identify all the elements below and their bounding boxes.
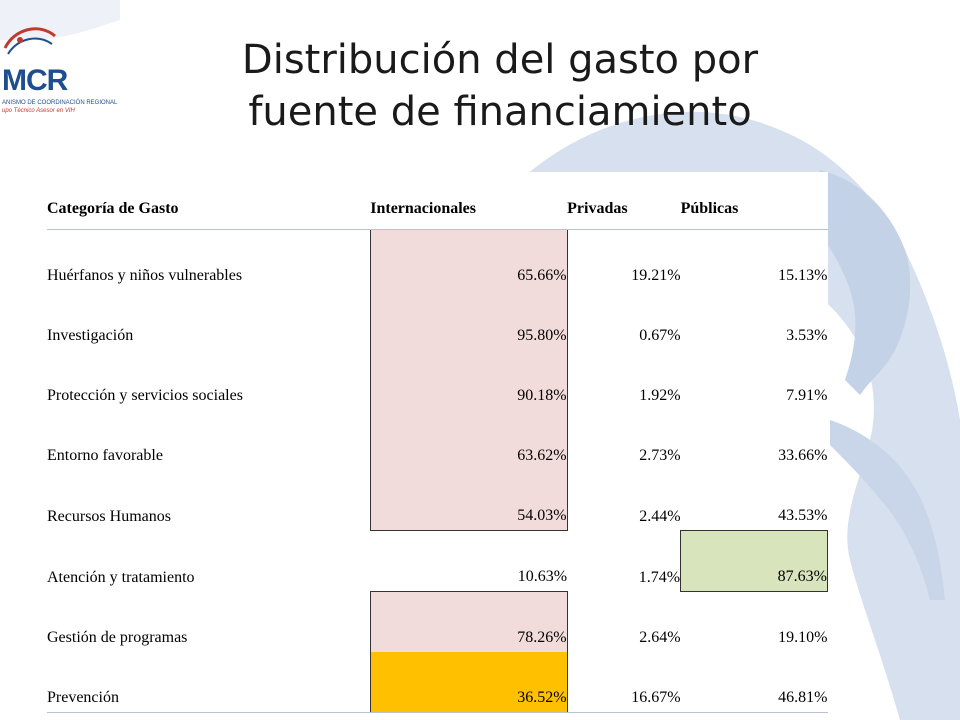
table-row: Recursos Humanos 54.03% 2.44% 43.53% [47,470,828,531]
expense-table: Categoría de Gasto Internacionales Priva… [47,200,828,713]
cell-privadas: 1.92% [639,387,681,404]
cell-privadas: 0.67% [639,327,681,344]
header-publicas: Públicas [680,200,828,230]
table-row: Protección y servicios sociales 90.18% 1… [47,350,828,410]
cell-privadas: 2.64% [639,629,681,646]
cell-category: Recursos Humanos [47,507,171,525]
cell-privadas: 19.21% [631,267,681,284]
cell-internacionales: 10.63% [517,568,568,585]
cell-internacionales: 65.66% [369,229,568,290]
logo-subtitle: ANISMO DE COORDINACIÓN REGIONAL [2,100,118,106]
cell-category: Protección y servicios sociales [47,387,243,404]
cell-privadas: 2.44% [639,507,681,525]
cell-internacionales: 36.52% [369,652,568,713]
cell-category: Huérfanos y niños vulnerables [47,267,243,284]
cell-publicas: 46.81% [680,652,828,713]
cell-category: Entorno favorable [47,447,163,464]
cell-publicas: 3.53% [786,327,828,344]
table-row: Huérfanos y niños vulnerables 65.66% 19.… [47,229,828,290]
cell-publicas: 19.10% [778,629,828,646]
slide-title: Distribución del gasto por fuente de fin… [160,34,840,138]
cell-publicas: 7.91% [786,387,828,404]
logo-tagline: upo Técnico Asesor en VIH [2,108,75,114]
cell-publicas: 15.13% [778,267,828,284]
table-row: Prevención 36.52% 16.67% 46.81% [47,652,828,713]
cell-category: Gestión de programas [47,629,188,646]
cell-category: Investigación [47,327,134,344]
cell-publicas: 87.63% [680,530,828,592]
cell-internacionales: 54.03% [369,470,568,531]
slide-title-line2: fuente de financiamiento [248,89,752,135]
cell-category: Atención y tratamiento [47,568,195,586]
header-privadas: Privadas [567,200,681,230]
logo: MCR ANISMO DE COORDINACIÓN REGIONAL upo … [0,18,140,114]
logo-emblem-icon [3,27,56,55]
cell-internacionales: 90.18% [369,350,568,410]
table-container: Categoría de Gasto Internacionales Priva… [37,172,828,713]
cell-category: Prevención [47,652,371,713]
header-categoria: Categoría de Gasto [47,200,371,230]
table-row: Atención y tratamiento 10.63% 1.74% 87.6… [47,530,828,592]
cell-internacionales: 78.26% [369,591,568,652]
cell-privadas: 1.74% [638,568,681,586]
cell-privadas: 16.67% [567,652,681,713]
logo-text: MCR [2,64,68,97]
table-row: Entorno favorable 63.62% 2.73% 33.66% [47,410,828,470]
cell-publicas: 33.66% [778,447,828,464]
cell-internacionales: 95.80% [369,290,568,350]
cell-publicas: 43.53% [680,470,828,531]
cell-internacionales: 63.62% [369,410,568,470]
header-internacionales: Internacionales [370,200,568,230]
table-header-row: Categoría de Gasto Internacionales Priva… [47,200,828,230]
table-row: Gestión de programas 78.26% 2.64% 19.10% [47,591,828,652]
table-row: Investigación 95.80% 0.67% 3.53% [47,290,828,350]
cell-privadas: 2.73% [639,447,681,464]
slide-title-line1: Distribución del gasto por [241,37,759,83]
